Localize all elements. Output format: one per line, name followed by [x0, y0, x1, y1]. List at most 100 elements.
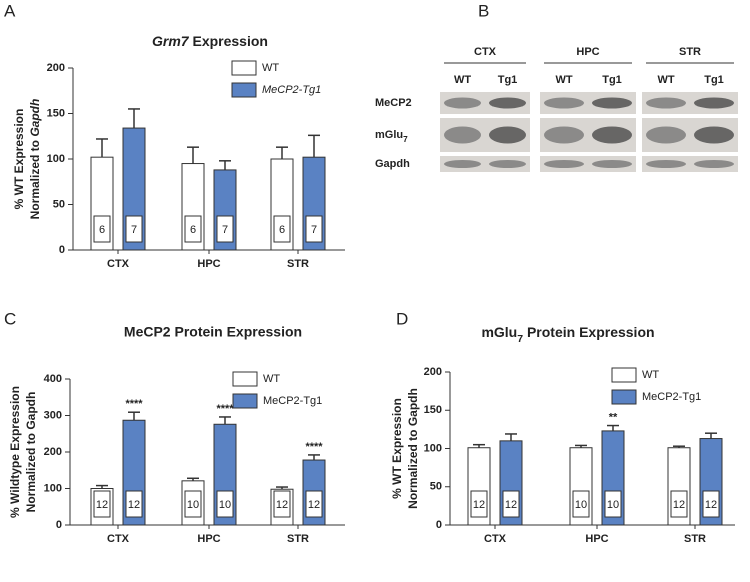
text-part: Expression	[189, 33, 268, 49]
blot-band	[544, 160, 584, 168]
text-part: 7	[517, 333, 523, 345]
n-label: 12	[473, 499, 485, 511]
n-box	[125, 215, 143, 243]
n-label: 12	[96, 499, 108, 511]
chart-title: mGlu7 Protein Expression	[481, 324, 654, 345]
n-label: 12	[308, 499, 320, 511]
y-axis-label: Normalized to Gapdh	[28, 99, 42, 220]
chart-title: Grm7 Expression	[152, 33, 268, 49]
blot-band	[694, 126, 734, 144]
blot-band	[544, 97, 584, 109]
n-label: 10	[219, 499, 231, 511]
blot-group: CTX	[474, 46, 497, 58]
significance: ****	[125, 398, 143, 410]
text-part: 7	[403, 135, 408, 144]
blot-band	[444, 160, 481, 168]
panel-label: C	[4, 309, 16, 328]
y-axis-label: % Wildtype Expression	[8, 386, 22, 518]
blot-row-label: mGlu7	[375, 129, 408, 144]
y-tick-label: 50	[430, 481, 442, 493]
n-box	[125, 490, 143, 518]
n-label: 10	[187, 499, 199, 511]
blot-group: HPC	[576, 46, 599, 58]
x-tick-label: HPC	[197, 258, 220, 270]
legend-label: MeCP2-Tg1	[263, 395, 322, 407]
x-tick-label: HPC	[197, 533, 220, 545]
y-tick-label: 200	[47, 62, 65, 74]
text-part: mGlu	[481, 324, 517, 340]
blot-band	[646, 97, 686, 109]
y-tick-label: 0	[436, 519, 442, 531]
n-label: 12	[505, 499, 517, 511]
y-tick-label: 0	[59, 244, 65, 256]
n-box	[670, 490, 688, 518]
blot-band	[489, 160, 526, 168]
blot-band	[489, 126, 526, 144]
n-box	[273, 215, 291, 243]
panel-label: B	[478, 1, 489, 20]
y-axis-label: % WT Expression	[390, 398, 404, 499]
significance: ****	[216, 403, 234, 415]
y-axis-label: % WT Expression	[12, 109, 26, 210]
n-label: 10	[575, 499, 587, 511]
blot-group: STR	[679, 46, 701, 58]
legend-swatch	[231, 82, 257, 98]
n-box	[273, 490, 291, 518]
lane-label: WT	[657, 74, 674, 86]
x-tick-label: CTX	[484, 533, 507, 545]
n-label: 6	[99, 224, 105, 236]
x-tick-label: CTX	[107, 258, 130, 270]
lane-label: Tg1	[602, 74, 622, 86]
x-tick-label: CTX	[107, 533, 130, 545]
n-box	[604, 490, 622, 518]
text-part: Protein Expression	[523, 324, 654, 340]
text-part: Normalized to	[28, 137, 42, 220]
blot-band	[592, 160, 632, 168]
text-part: mGlu	[375, 129, 403, 141]
x-tick-label: STR	[287, 258, 309, 270]
blot-row-label: Gapdh	[375, 158, 410, 170]
legend-label: WT	[262, 62, 279, 74]
n-box	[470, 490, 488, 518]
y-tick-label: 300	[44, 409, 62, 421]
legend-label: WT	[263, 373, 280, 385]
y-tick-label: 200	[44, 446, 62, 458]
n-box	[93, 215, 111, 243]
blot-band	[592, 126, 632, 144]
n-label: 12	[705, 499, 717, 511]
n-label: 7	[311, 224, 317, 236]
y-tick-label: 100	[47, 153, 65, 165]
blot-band	[694, 97, 734, 109]
y-tick-label: 100	[44, 482, 62, 494]
text-part: Gapdh	[28, 99, 42, 137]
n-label: 6	[190, 224, 196, 236]
n-box	[305, 215, 323, 243]
y-tick-label: 200	[424, 366, 442, 378]
n-box	[502, 490, 520, 518]
legend-swatch	[231, 60, 257, 76]
lane-label: WT	[555, 74, 572, 86]
legend-label: WT	[642, 369, 659, 381]
legend-swatch	[232, 393, 258, 409]
lane-label: WT	[454, 74, 471, 86]
legend-swatch	[232, 371, 258, 387]
legend-swatch	[611, 389, 637, 405]
y-axis-label: Normalized to Gapdh	[406, 388, 420, 509]
legend-swatch	[611, 367, 637, 383]
blot-row-label: MeCP2	[375, 97, 412, 109]
blot-band	[694, 160, 734, 168]
text-part: Grm7	[152, 33, 190, 49]
y-tick-label: 50	[53, 198, 65, 210]
significance: ****	[305, 441, 323, 453]
n-label: 7	[131, 224, 137, 236]
y-axis-label: Normalized to Gapdh	[24, 392, 38, 513]
n-box	[216, 490, 234, 518]
y-tick-label: 400	[44, 373, 62, 385]
n-box	[93, 490, 111, 518]
n-box	[572, 490, 590, 518]
n-label: 7	[222, 224, 228, 236]
y-tick-label: 150	[47, 107, 65, 119]
n-box	[184, 215, 202, 243]
x-tick-label: HPC	[585, 533, 608, 545]
